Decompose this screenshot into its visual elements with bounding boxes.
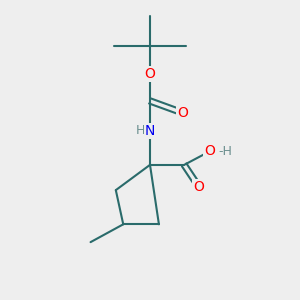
Text: -H: -H bbox=[219, 145, 233, 158]
Text: O: O bbox=[204, 145, 215, 158]
Text: H: H bbox=[136, 124, 146, 137]
Text: O: O bbox=[145, 67, 155, 81]
Text: O: O bbox=[177, 106, 188, 120]
Text: O: O bbox=[194, 180, 205, 194]
Text: N: N bbox=[145, 124, 155, 138]
